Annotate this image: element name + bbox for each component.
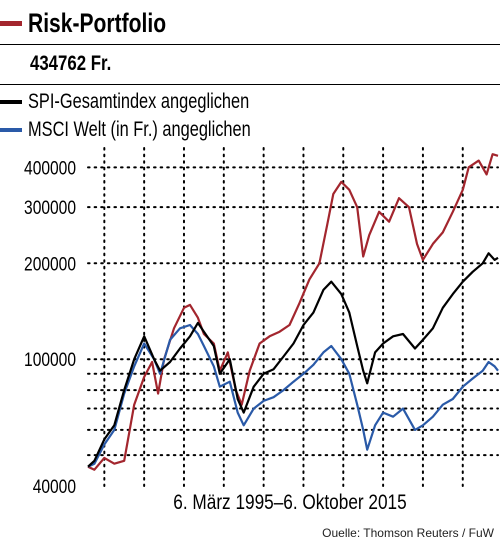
series-line-spi (87, 252, 499, 468)
msci-legend-label: MSCI Welt (in Fr.) angeglichen (28, 118, 251, 141)
y-tick-label: 40000 (33, 476, 76, 498)
legend-item-spi: SPI-Gesamtindex angeglichen (0, 90, 312, 114)
source-note: Ouelle: Thomson Reuters / FuW (322, 526, 494, 540)
date-range-caption: 6. März 1995–6. Oktober 2015 (173, 492, 406, 515)
series-line-msci (87, 323, 499, 468)
portfolio-legend-swatch (0, 20, 22, 26)
y-tick-label: 300000 (24, 197, 76, 219)
spi-legend-label: SPI-Gesamtindex angeglichen (28, 90, 250, 113)
legend-item-msci: MSCI Welt (in Fr.) angeglichen (0, 118, 314, 142)
series-line-portfolio (87, 153, 499, 471)
msci-legend-swatch (0, 128, 22, 132)
title-separator (0, 44, 500, 45)
spi-legend-swatch (0, 100, 22, 104)
line-chart: 40000 100000 200000 300000 400000 6. März 199… (24, 147, 499, 515)
portfolio-value: 434762 Fr. (30, 52, 112, 75)
y-tick-label: 100000 (24, 349, 76, 371)
y-tick-label: 400000 (24, 157, 76, 179)
value-separator (0, 84, 500, 85)
chart-title: Risk-Portfolio (28, 7, 167, 38)
chart-title-row: Risk-Portfolio (0, 4, 205, 42)
y-tick-label: 200000 (24, 253, 76, 275)
